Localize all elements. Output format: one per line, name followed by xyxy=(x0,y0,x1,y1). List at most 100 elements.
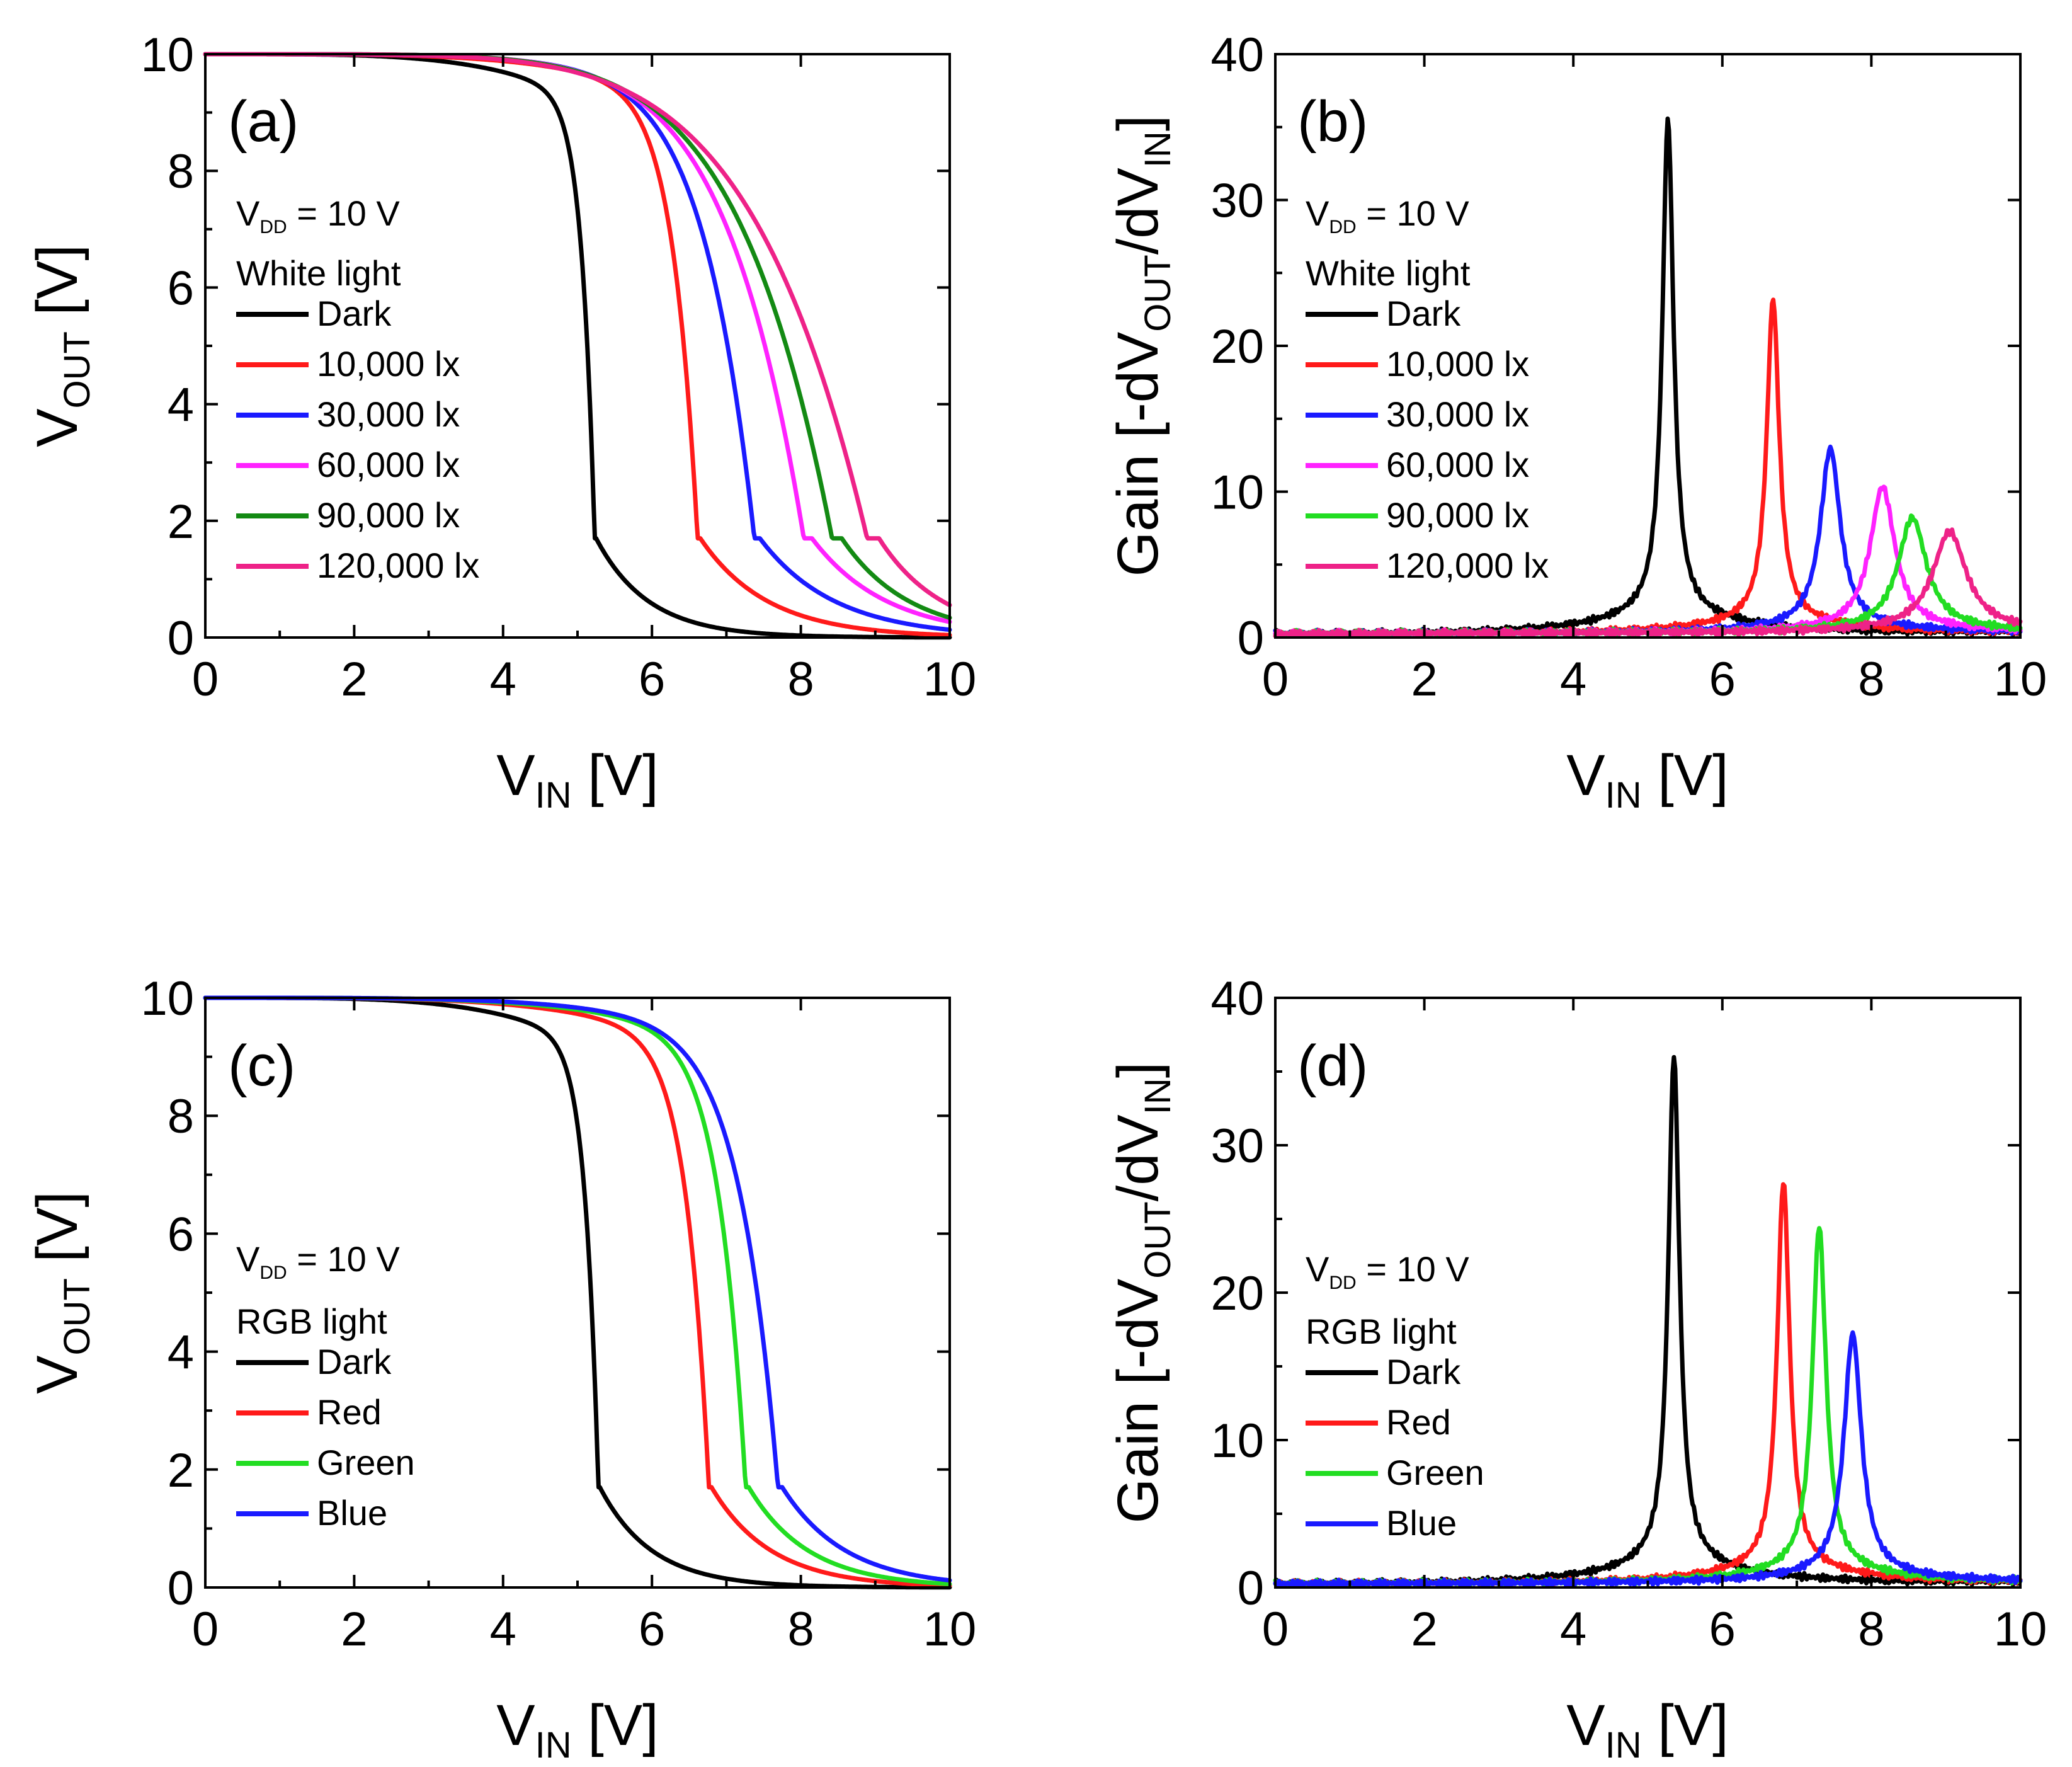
x-tick-label: 10 xyxy=(923,653,977,706)
y-tick-label: 2 xyxy=(168,1444,194,1497)
x-tick-label: 10 xyxy=(1994,653,2047,706)
y-tick-label: 0 xyxy=(168,1562,194,1615)
panel-c: 0 2 4 6 8 10 0 2 4 6 8 10 (c) VIN [V] VOUT [V] VDD… xyxy=(25,972,976,1766)
y-tick-label: 20 xyxy=(1210,1267,1264,1320)
panel-a-label: (a) xyxy=(228,89,299,154)
panel-c-label: (c) xyxy=(228,1034,295,1098)
panel-b-x-axis-label: VIN [V] xyxy=(1566,743,1728,816)
panel-c-legend-vdd: VDD = 10 V xyxy=(236,1239,400,1283)
legend-label: 30,000 lx xyxy=(1386,394,1529,434)
panel-d-legend-light-type: RGB light xyxy=(1306,1312,1457,1351)
x-tick-label: 0 xyxy=(192,1603,219,1656)
panel-b-legend-light-type: White light xyxy=(1306,253,1471,293)
x-tick-label: 0 xyxy=(192,653,219,706)
y-tick-label: 0 xyxy=(1238,612,1264,665)
panel-a-legend-entries: Dark 10,000 lx 30,000 lx 60,000 lx 90,000 lx… xyxy=(236,294,479,585)
x-tick-label: 4 xyxy=(490,1603,516,1656)
y-tick-label: 0 xyxy=(1238,1562,1264,1615)
x-tick-label: 8 xyxy=(787,1603,814,1656)
panel-b-legend-vdd: VDD = 10 V xyxy=(1306,193,1469,237)
legend-label: 120,000 lx xyxy=(1386,546,1549,585)
y-tick-label: 40 xyxy=(1210,28,1264,82)
panel-b-legend: VDD = 10 V White light Dark 10,000 lx 30,0… xyxy=(1306,193,1549,585)
panel-c-x-ticks: 0 2 4 6 8 10 xyxy=(192,998,976,1656)
legend-label: Blue xyxy=(317,1493,387,1533)
y-tick-label: 6 xyxy=(168,1208,194,1261)
panel-b-label: (b) xyxy=(1297,89,1368,154)
panel-b-y-ticks: 0 10 20 30 40 xyxy=(1210,28,2020,665)
x-tick-label: 8 xyxy=(787,653,814,706)
panel-a-x-ticks: 0 2 4 6 8 10 xyxy=(192,54,976,706)
x-tick-label: 6 xyxy=(639,653,665,706)
x-tick-label: 4 xyxy=(1560,653,1586,706)
legend-label: 60,000 lx xyxy=(317,445,460,484)
legend-label: Blue xyxy=(1386,1503,1457,1543)
x-tick-label: 2 xyxy=(1411,653,1437,706)
y-tick-label: 40 xyxy=(1210,972,1264,1026)
x-tick-label: 2 xyxy=(341,653,367,706)
y-tick-label: 30 xyxy=(1210,1119,1264,1173)
series-line-30-000-lx xyxy=(203,52,952,632)
legend-label: Green xyxy=(1386,1453,1484,1492)
x-tick-label: 2 xyxy=(1411,1603,1437,1656)
legend-label: 90,000 lx xyxy=(1386,495,1529,535)
panel-d-label: (d) xyxy=(1297,1034,1368,1098)
y-tick-label: 30 xyxy=(1210,174,1264,228)
panel-a-legend-vdd: VDD = 10 V xyxy=(236,193,400,237)
panel-c-legend-light-type: RGB light xyxy=(236,1301,387,1341)
y-tick-label: 0 xyxy=(168,612,194,665)
x-tick-label: 8 xyxy=(1858,1603,1884,1656)
panel-d-legend-entries: Dark Red Green Blue xyxy=(1306,1352,1484,1543)
panel-d-legend-vdd: VDD = 10 V xyxy=(1306,1249,1469,1293)
panel-a-legend: VDD = 10 V White light Dark 10,000 lx 30,0… xyxy=(236,193,479,585)
x-tick-label: 0 xyxy=(1262,653,1289,706)
panel-a: 0 2 4 6 8 10 0 2 4 6 8 10 (a) VIN [V] VOUT [V] VDD… xyxy=(25,28,976,816)
panel-d-x-axis-label: VIN [V] xyxy=(1566,1693,1728,1766)
legend-label: Dark xyxy=(1386,1352,1461,1392)
legend-label: 120,000 lx xyxy=(317,546,479,585)
y-tick-label: 4 xyxy=(168,1326,194,1380)
y-tick-label: 4 xyxy=(168,379,194,432)
legend-label: Red xyxy=(317,1392,382,1432)
x-tick-label: 4 xyxy=(490,653,516,706)
y-tick-label: 10 xyxy=(1210,466,1264,520)
x-tick-label: 6 xyxy=(1709,653,1736,706)
panel-d-y-axis-label: Gain [-dVOUT/dVIN] xyxy=(1106,1062,1178,1524)
x-tick-label: 8 xyxy=(1858,653,1884,706)
panel-d-legend: VDD = 10 V RGB light Dark Red Green Blue xyxy=(1306,1249,1484,1543)
legend-label: 10,000 lx xyxy=(1386,344,1529,384)
panel-b-legend-entries: Dark 10,000 lx 30,000 lx 60,000 lx 90,000 lx… xyxy=(1306,294,1549,585)
panel-d-x-ticks: 0 2 4 6 8 10 xyxy=(1262,998,2047,1656)
panel-b: 0 2 4 6 8 10 0 10 20 30 40 (b) VIN [V] Gain [-dVO… xyxy=(1106,28,2047,816)
panel-c-y-axis-label: VOUT [V] xyxy=(25,1191,98,1394)
panel-c-x-axis-label: VIN [V] xyxy=(496,1693,658,1766)
x-tick-label: 4 xyxy=(1560,1603,1586,1656)
panel-a-y-ticks: 0 2 4 6 8 10 xyxy=(140,28,950,665)
panel-a-y-axis-label: VOUT [V] xyxy=(25,244,98,447)
panel-a-legend-light-type: White light xyxy=(236,253,401,293)
panel-b-x-ticks: 0 2 4 6 8 10 xyxy=(1262,54,2047,706)
panel-b-y-axis-label: Gain [-dVOUT/dVIN] xyxy=(1106,115,1178,577)
legend-label: 60,000 lx xyxy=(1386,445,1529,484)
legend-label: Dark xyxy=(317,294,392,333)
legend-label: Green xyxy=(317,1443,415,1482)
y-tick-label: 20 xyxy=(1210,320,1264,374)
x-tick-label: 10 xyxy=(1994,1603,2047,1656)
y-tick-label: 8 xyxy=(168,1090,194,1143)
x-tick-label: 10 xyxy=(923,1603,977,1656)
y-tick-label: 8 xyxy=(168,145,194,198)
panel-a-x-axis-label: VIN [V] xyxy=(496,743,658,816)
legend-label: Red xyxy=(1386,1402,1451,1442)
y-tick-label: 10 xyxy=(140,28,194,82)
panel-d: 0 2 4 6 8 10 0 10 20 30 40 (d) VIN [V] Gain [-dVO… xyxy=(1106,972,2047,1766)
legend-label: 30,000 lx xyxy=(317,394,460,434)
panel-c-legend: VDD = 10 V RGB light Dark Red Green Blue xyxy=(236,1239,415,1533)
panel-c-legend-entries: Dark Red Green Blue xyxy=(236,1342,415,1533)
panel-d-y-ticks: 0 10 20 30 40 xyxy=(1210,972,2020,1615)
panel-d-plot-area xyxy=(1273,1055,2023,1589)
y-tick-label: 6 xyxy=(168,261,194,315)
x-tick-label: 6 xyxy=(1709,1603,1736,1656)
x-tick-label: 0 xyxy=(1262,1603,1289,1656)
legend-label: 10,000 lx xyxy=(317,344,460,384)
